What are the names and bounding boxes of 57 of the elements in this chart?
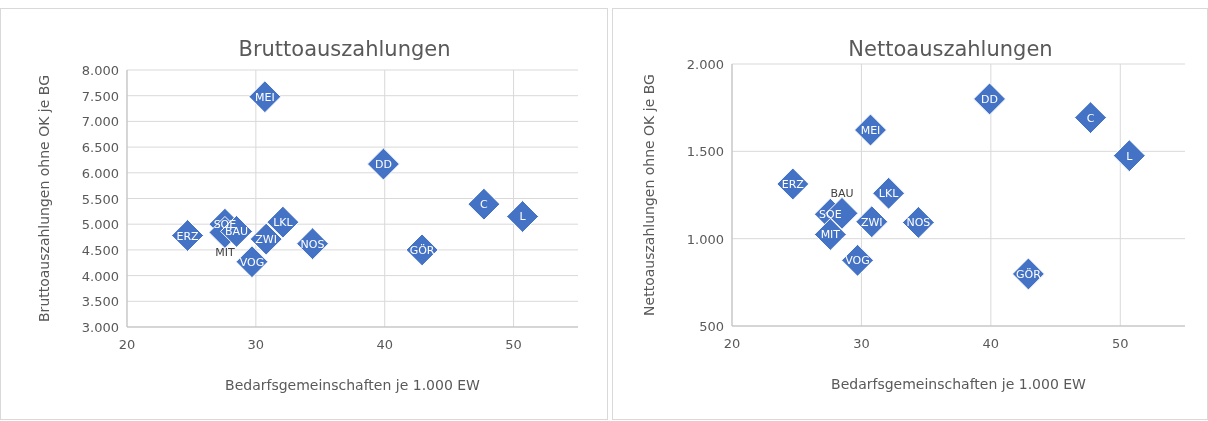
annotation: LKL — [878, 187, 900, 201]
annotation: ZWI — [255, 233, 277, 247]
annotation: L — [1126, 149, 1134, 163]
y-tick-label: 500 — [699, 319, 724, 334]
x-tick-label: 50 — [1112, 336, 1129, 351]
x-tick-label: 50 — [505, 337, 522, 352]
point — [467, 187, 501, 221]
x-tick-label: 40 — [376, 337, 393, 352]
y-tick-label: 6.500 — [81, 140, 119, 156]
annotation: DD — [374, 158, 392, 172]
y-axis-title: Bruttoauszahlungen ohne OK je BG — [36, 75, 52, 322]
y-tick-label: 4.500 — [81, 242, 119, 258]
x-axis-title: Bedarfsgemeinschaften je 1.000 EW — [225, 377, 481, 393]
y-tick-label: 3.500 — [81, 294, 119, 310]
x-tick-label: 30 — [247, 337, 265, 352]
annotation: GÖR — [409, 243, 435, 257]
y-tick-label: 5.000 — [81, 217, 119, 233]
annotation: MIT — [215, 246, 235, 260]
annotation: NOS — [906, 216, 931, 230]
annotation: VOG — [845, 254, 870, 268]
y-tick-label: 1.000 — [686, 231, 724, 247]
annotation: ZWI — [860, 215, 883, 229]
annotation: VOG — [239, 255, 265, 269]
annotation: SOE — [819, 208, 842, 222]
annotation: MEI — [860, 124, 881, 138]
y-tick-label: 1.500 — [686, 144, 724, 160]
y-tick-label: 6.000 — [81, 165, 119, 181]
annotation: DD — [981, 92, 999, 106]
y-tick-label: 7.500 — [81, 88, 119, 104]
y-tick-label: 3.000 — [81, 320, 119, 335]
annotation: ERZ — [176, 229, 200, 243]
annotation: BAU — [830, 187, 854, 201]
annotation: GÖR — [1015, 267, 1042, 281]
x-tick-label: 20 — [723, 336, 741, 351]
x-axis-title: Bedarfsgemeinschaften je 1.000 EW — [831, 376, 1087, 392]
y-tick-label: 7.000 — [81, 114, 119, 130]
y-tick-label: 2.000 — [686, 57, 724, 72]
x-tick-label: 20 — [118, 337, 136, 352]
y-tick-label: 5.500 — [81, 191, 119, 207]
chart-title: Nettoauszahlungen — [848, 37, 1053, 61]
point — [1074, 101, 1107, 135]
annotation: MEI — [255, 90, 275, 104]
annotation: MIT — [820, 228, 841, 242]
chart-title: Bruttoauszahlungen — [238, 37, 451, 61]
annotation: C — [480, 198, 489, 212]
annotation: L — [519, 210, 527, 224]
x-tick-label: 30 — [853, 336, 870, 351]
x-tick-label: 40 — [982, 336, 1000, 351]
annotation: NOS — [300, 237, 325, 251]
annotation: LKL — [273, 216, 294, 230]
point — [1112, 139, 1146, 173]
point — [506, 200, 540, 233]
annotation: ERZ — [781, 178, 805, 191]
annotation: C — [1086, 111, 1095, 125]
y-axis-title: Nettoauszahlungen ohne OK je BG — [641, 74, 657, 316]
y-tick-label: 8.000 — [81, 63, 119, 78]
y-tick-label: 4.000 — [81, 268, 119, 284]
